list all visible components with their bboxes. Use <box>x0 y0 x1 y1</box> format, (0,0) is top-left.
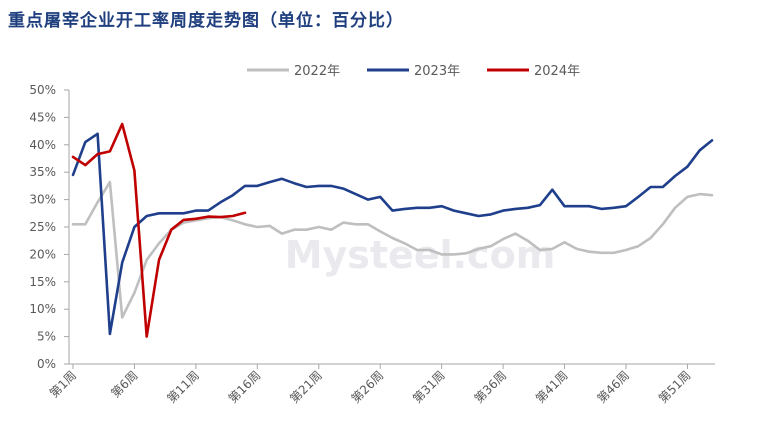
x-tick-label: 第6周 <box>108 368 140 400</box>
y-tick-label: 20% <box>29 247 56 261</box>
legend-label-3: 2024年 <box>534 64 580 79</box>
x-axis-ticks: 第1周 第6周 第11周 第16周 第21周 第26周 第31周 第36周 第41周 第46周 第5… <box>47 364 694 406</box>
x-tick-label: 第36周 <box>472 368 510 406</box>
legend: 2022年 2023年 2024年 <box>247 64 580 79</box>
watermark: Mysteel.com <box>285 233 556 277</box>
y-tick-label: 40% <box>29 138 56 152</box>
y-tick-label: 50% <box>29 83 56 97</box>
y-axis-ticks: 0% 5% 10% 15% 20% 25% 30% 35% 40% 45% 50% <box>29 83 69 371</box>
x-tick-label: 第1周 <box>47 368 79 400</box>
y-tick-label: 45% <box>29 110 56 124</box>
y-tick-label: 0% <box>37 357 56 371</box>
x-tick-label: 第41周 <box>533 368 571 406</box>
series-lines <box>71 122 714 338</box>
legend-label-2: 2023年 <box>414 64 460 79</box>
series-line-2 <box>71 132 714 336</box>
y-tick-label: 25% <box>29 220 56 234</box>
y-tick-label: 10% <box>29 302 56 316</box>
axes <box>68 90 715 365</box>
x-tick-label: 第46周 <box>594 368 632 406</box>
x-tick-label: 第11周 <box>164 368 202 406</box>
y-tick-label: 35% <box>29 165 56 179</box>
x-tick-label: 第16周 <box>226 368 264 406</box>
series-line-1 <box>71 180 714 319</box>
legend-label-1: 2022年 <box>294 64 340 79</box>
x-tick-label: 第26周 <box>349 368 387 406</box>
x-tick-label: 第51周 <box>656 368 694 406</box>
x-tick-label: 第31周 <box>410 368 448 406</box>
y-tick-label: 30% <box>29 193 56 207</box>
x-tick-label: 第21周 <box>287 368 325 406</box>
y-tick-label: 5% <box>37 330 56 344</box>
chart-title: 重点屠宰企业开工率周度走势图（单位：百分比） <box>8 11 404 31</box>
y-tick-label: 15% <box>29 275 56 289</box>
series-line-3 <box>71 122 247 338</box>
